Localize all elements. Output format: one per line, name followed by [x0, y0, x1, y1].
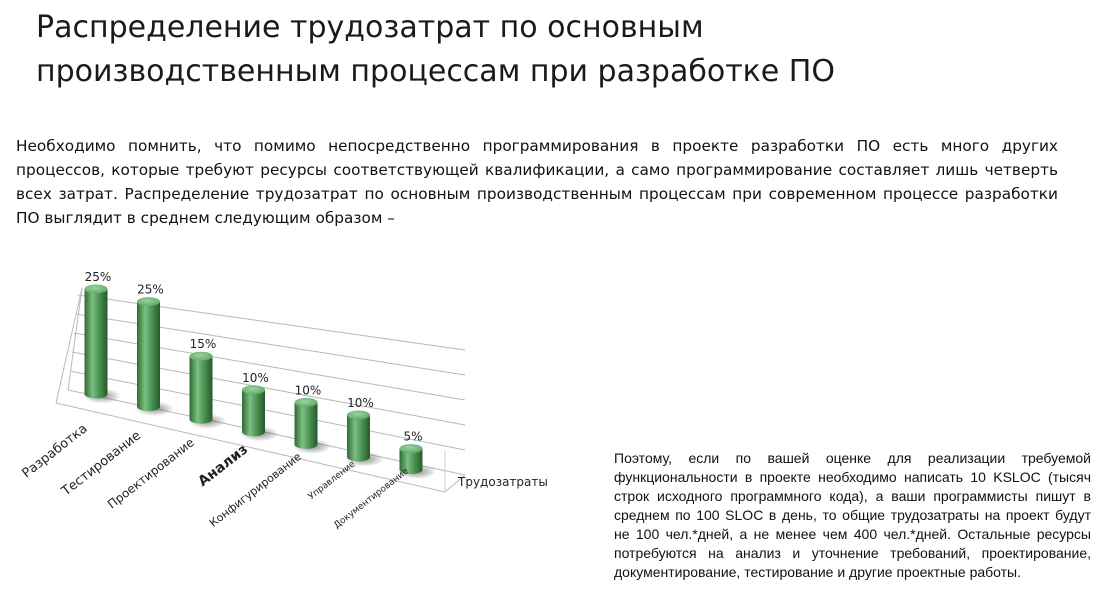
- bar-top: [84, 284, 108, 294]
- bar-top: [137, 297, 160, 307]
- bar-top: [399, 444, 423, 454]
- grid-line: [69, 370, 466, 451]
- wall-edge: [67, 287, 83, 391]
- bar: 25%: [82, 270, 122, 404]
- conclusion-paragraph: Поэтому, если по вашей оценке для реализ…: [614, 450, 1091, 580]
- value-label: 10%: [242, 371, 269, 385]
- chart-bars: 25% 25% 15% 10% 10% 10% 5%: [82, 270, 437, 480]
- labor-distribution-chart: 25%25%15%10%10%10%5% РазработкаТестирова…: [20, 270, 548, 531]
- value-label: 10%: [347, 396, 374, 410]
- bar-body: [294, 402, 318, 449]
- bar-body: [84, 289, 108, 399]
- intro-paragraph: Необходимо помнить, что помимо непосредс…: [16, 137, 1058, 227]
- bar: 10%: [240, 371, 279, 442]
- bar: 15%: [187, 337, 227, 429]
- value-label: 10%: [295, 383, 322, 397]
- bar: 10%: [345, 396, 384, 467]
- bar: 25%: [135, 283, 174, 417]
- grid-line: [75, 313, 466, 376]
- legend-entry: Трудозатраты: [457, 475, 548, 489]
- page-title-line-1: Распределение трудозатрат по основным: [36, 10, 704, 45]
- bar-top: [242, 385, 265, 395]
- bar-body: [242, 389, 265, 437]
- value-label: 5%: [403, 430, 422, 444]
- category-label: Управление: [307, 459, 358, 502]
- value-label: 15%: [190, 337, 217, 351]
- page-title: Распределение трудозатрат по основным пр…: [36, 6, 1066, 94]
- page-title-line-2: производственным процессам при разработк…: [36, 54, 835, 89]
- category-label: Анализ: [195, 442, 251, 490]
- bar-body: [137, 301, 160, 412]
- grid-line: [73, 332, 466, 401]
- value-label: 25%: [137, 283, 164, 297]
- bar-top: [294, 397, 318, 407]
- bar-body: [189, 356, 213, 424]
- bar-body: [399, 448, 423, 475]
- bar-top: [347, 410, 370, 420]
- grid-line: [71, 351, 466, 426]
- bar: 10%: [292, 383, 332, 454]
- bar-top: [189, 351, 213, 361]
- wall-edge: [55, 287, 83, 404]
- bar: 5%: [397, 430, 437, 480]
- grid-line: [77, 294, 466, 351]
- value-label: 25%: [85, 270, 112, 284]
- bar-body: [347, 415, 370, 462]
